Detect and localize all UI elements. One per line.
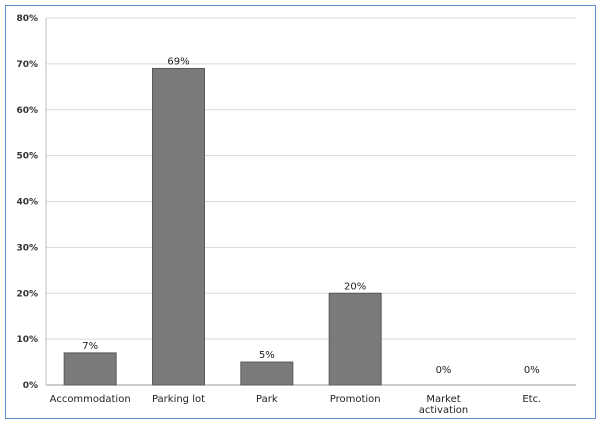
data-label: 7% bbox=[82, 341, 98, 352]
bar bbox=[328, 292, 382, 386]
y-tick-label: 10% bbox=[16, 335, 38, 345]
x-tick-label-line: Etc. bbox=[522, 394, 541, 405]
bar bbox=[152, 67, 205, 386]
y-tick-label: 20% bbox=[16, 289, 38, 299]
x-tick-label-line: Accommodation bbox=[50, 394, 131, 405]
x-tick-label: Park bbox=[256, 394, 278, 405]
x-tick-label: Promotion bbox=[330, 394, 381, 405]
bar bbox=[63, 352, 117, 386]
data-label: 69% bbox=[167, 56, 189, 67]
data-label: 20% bbox=[344, 281, 366, 292]
bar bbox=[240, 361, 294, 386]
x-tick-label: Market activation bbox=[419, 394, 469, 416]
x-tick-label-line: Parking lot bbox=[152, 394, 205, 405]
x-tick-label-line: Promotion bbox=[330, 394, 381, 405]
data-label: 0% bbox=[436, 365, 452, 376]
grid-layer bbox=[46, 17, 576, 340]
chart-frame bbox=[5, 5, 596, 419]
x-tick-label: Parking lot bbox=[152, 394, 205, 405]
x-tick-label-line: Park bbox=[256, 394, 278, 405]
x-tick-label: Etc. bbox=[522, 394, 541, 405]
data-label: 0% bbox=[524, 365, 540, 376]
x-tick-label-line: Market bbox=[426, 394, 460, 405]
y-tick-label: 30% bbox=[16, 243, 38, 253]
x-tick-label-line: activation bbox=[419, 405, 469, 416]
y-tick-label: 50% bbox=[16, 152, 38, 162]
data-label: 5% bbox=[259, 350, 275, 361]
axis-layer: 0% 10% 20% 30% 40% 50% 60% 70% 80% bbox=[16, 14, 576, 391]
y-tick-label: 70% bbox=[16, 60, 38, 70]
y-tick-label: 0% bbox=[23, 381, 38, 391]
y-tick-label: 80% bbox=[16, 14, 38, 24]
y-tick-label: 60% bbox=[16, 106, 38, 116]
x-tick-label: Accommodation bbox=[50, 394, 131, 405]
bar-layer bbox=[63, 67, 382, 386]
label-layer: 7% Accommodation 69% Parking lot 5% Park 20% Pr… bbox=[50, 56, 542, 416]
y-tick-label: 40% bbox=[16, 198, 38, 208]
